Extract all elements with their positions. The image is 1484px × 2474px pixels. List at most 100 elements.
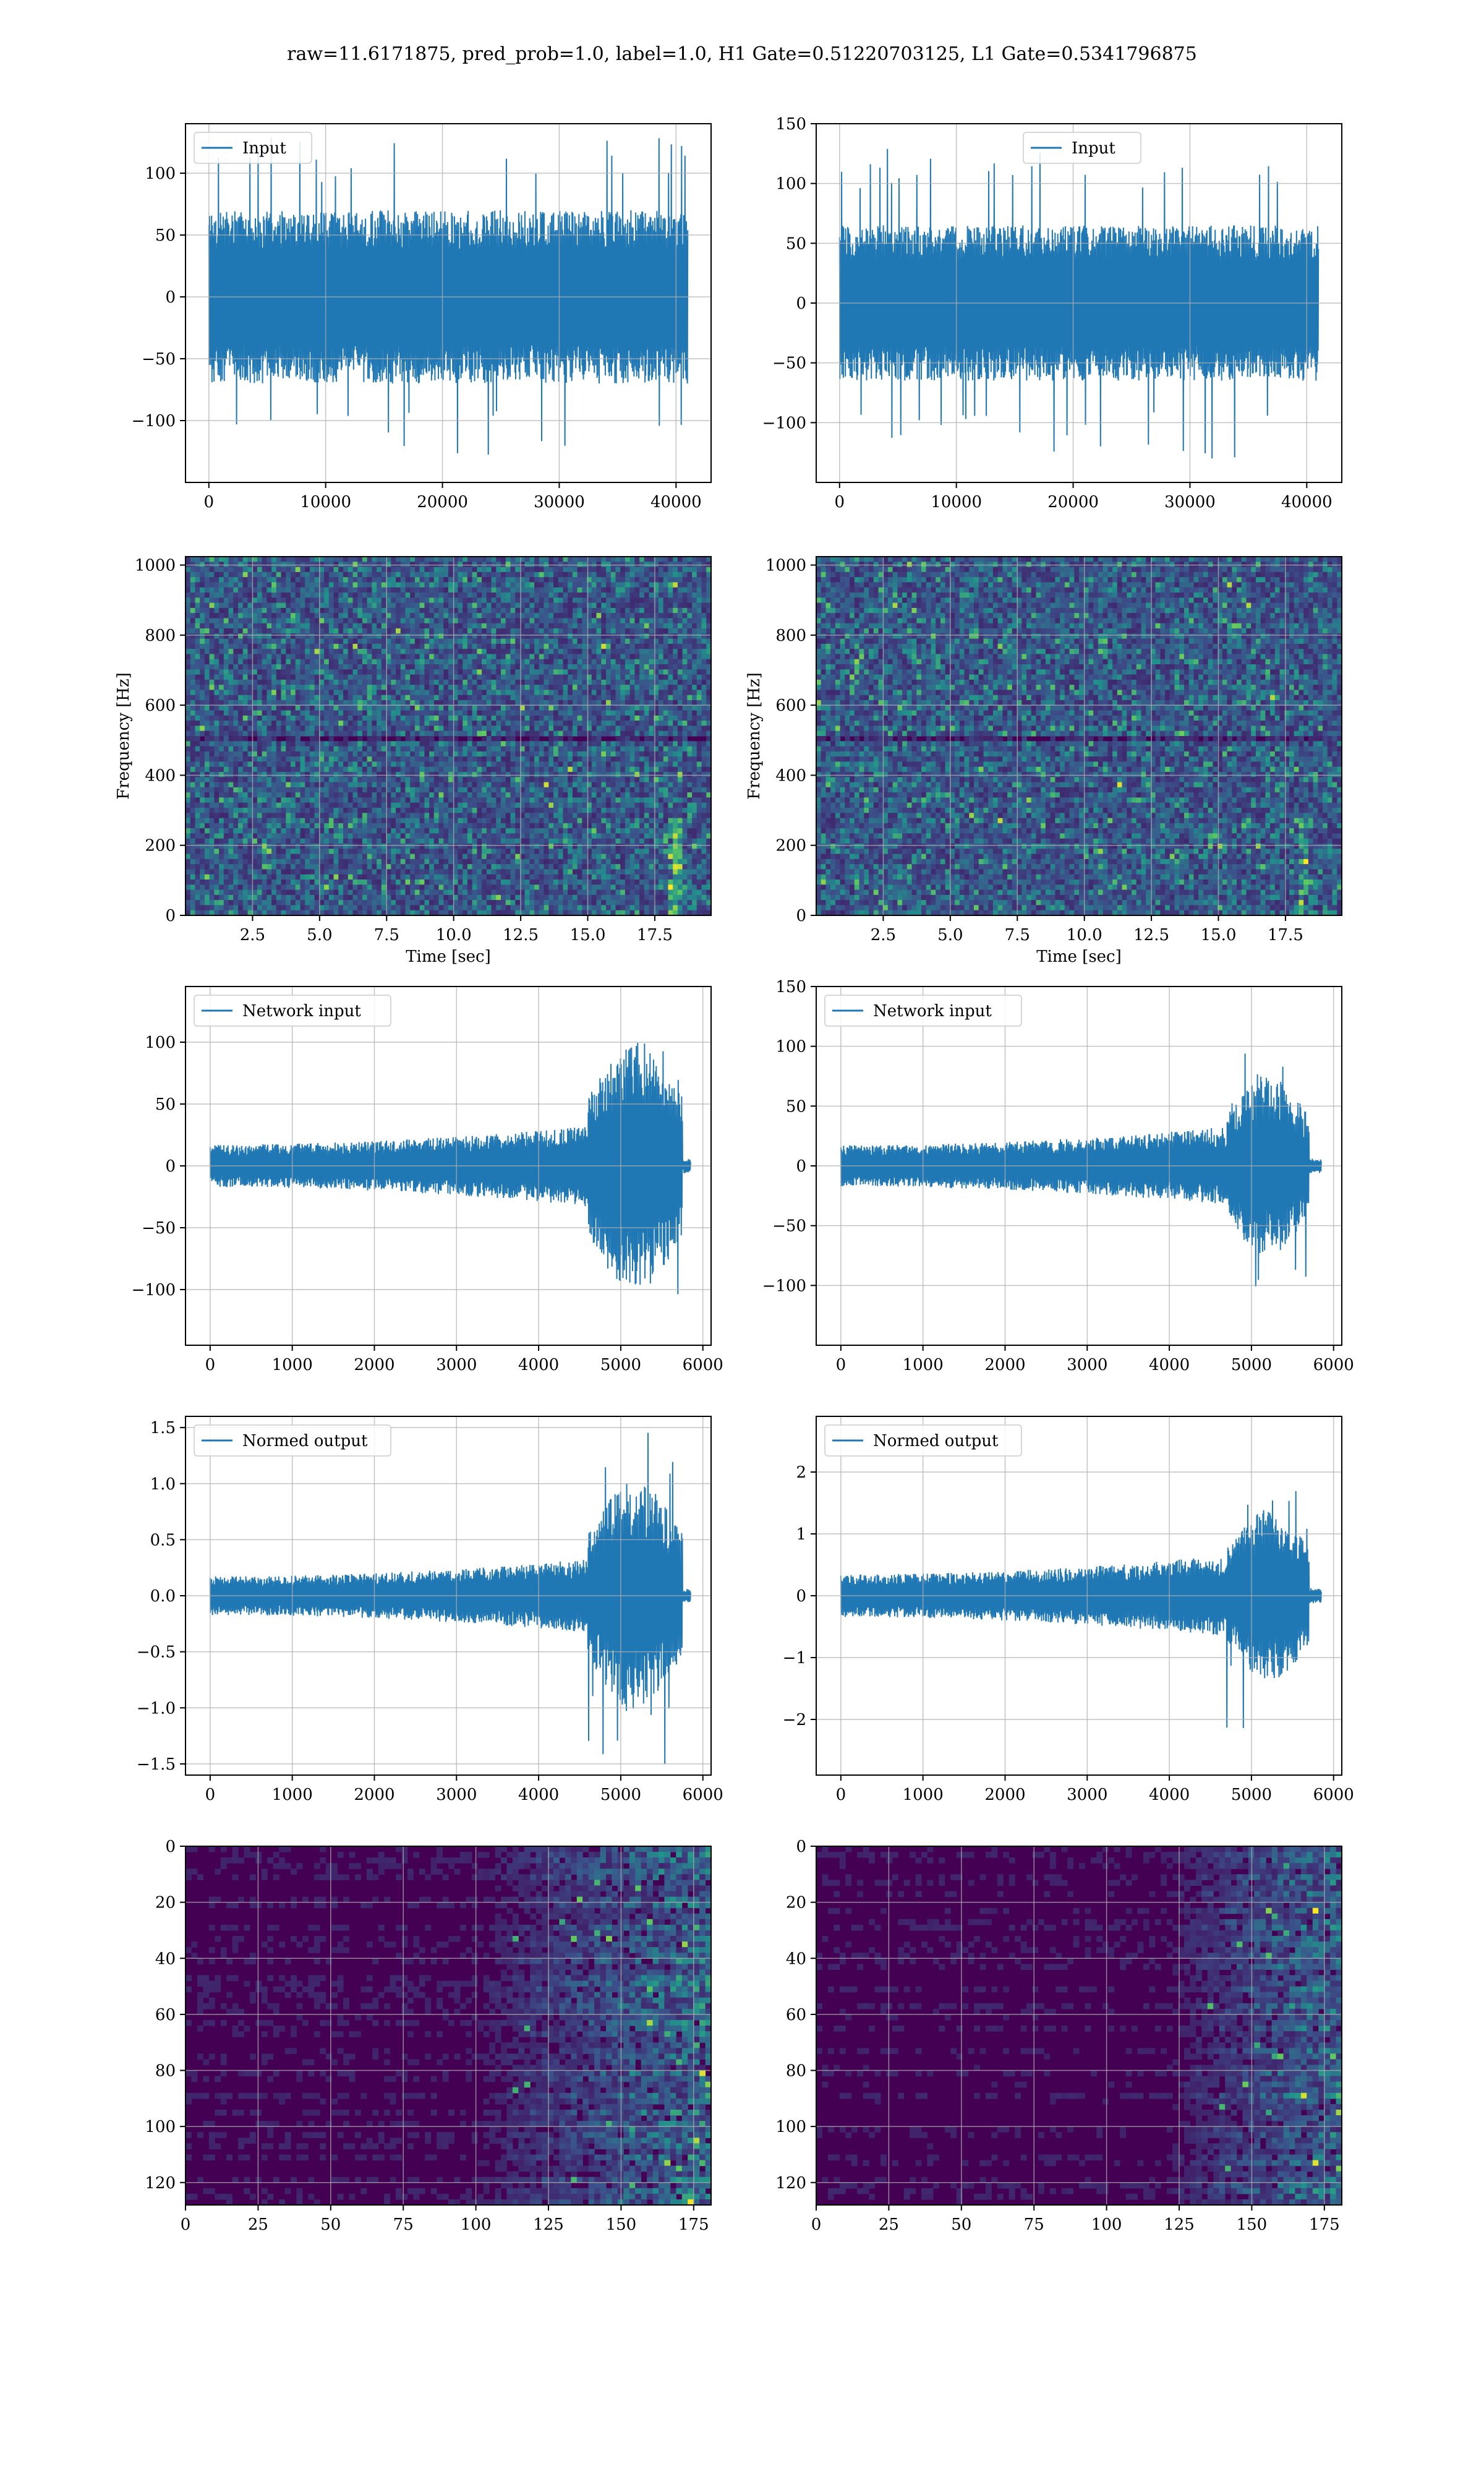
x-tick-label: 2.5 [240,926,265,944]
x-tick-label: 1000 [272,1786,313,1804]
y-tick-label: 60 [155,2006,176,2024]
series-line-normed-output [209,1432,691,1765]
x-tick-label: 4000 [518,1786,559,1804]
y-tick-label: 50 [786,1097,806,1116]
y-tick-label: 0 [796,294,806,313]
chart-l1-network-input: 0 1000 2000 3000 4000 5000 6000 −100 −50 0 50 100 15… [762,978,1354,1374]
x-tick-label: 15.0 [1201,926,1237,944]
y-tick-label: 20 [786,1894,806,1912]
y-tick-label: 0 [165,288,176,307]
y-tick-label: 0 [796,907,806,925]
chart-l1-input: 0 10000 20000 30000 40000 −100 −50 0 50 100 150 Inp… [762,115,1342,511]
legend-label: Input [1072,139,1115,158]
y-tick-label: 1.0 [150,1475,176,1494]
x-tick-label: 17.5 [637,926,673,944]
y-tick-label: 600 [145,696,176,715]
x-tick-label: 5000 [600,1786,641,1804]
x-tick-label: 4000 [518,1356,559,1374]
heatmap-cells [816,557,1342,916]
y-tick-label: 120 [775,2174,806,2193]
y-axis-label: Frequency [Hz] [745,672,764,800]
y-tick-label: 100 [775,2118,806,2136]
y-tick-label: 40 [155,1950,176,1968]
x-tick-label: 2000 [984,1356,1025,1374]
x-tick-label: 12.5 [503,926,539,944]
heatmap-cells [186,1846,712,2206]
x-tick-label: 10000 [931,493,982,511]
y-tick-label: −50 [772,1217,806,1236]
x-tick-label: 3000 [1067,1356,1107,1374]
y-tick-label: −2 [783,1711,806,1729]
x-tick-label: 10000 [300,493,351,511]
axes-frame [185,123,712,483]
legend-label: Network input [242,1002,361,1021]
y-tick-label: 150 [775,115,806,134]
chart-h1-spectrogram: 2.5 5.0 7.5 10.0 12.5 15.0 17.5 0 200 400 600 800 10… [114,556,712,966]
y-tick-label: 2 [796,1463,806,1482]
y-tick-label: 1000 [765,557,806,575]
y-tick-label: 20 [155,1894,176,1912]
figure-title: raw=11.6171875, pred_prob=1.0, label=1.0… [0,43,1484,65]
x-tick-label: 4000 [1149,1786,1190,1804]
x-tick-label: 4000 [1149,1356,1190,1374]
legend-label: Normed output [242,1432,368,1450]
y-axis-label: Frequency [Hz] [114,672,133,800]
y-tick-label: 0 [796,1838,806,1856]
y-tick-label: 80 [786,2062,806,2081]
x-tick-label: 100 [461,2215,492,2234]
x-axis-label: Time [sec] [406,948,491,966]
legend: Network input [824,995,1022,1027]
x-tick-label: 7.5 [1005,926,1030,944]
x-tick-label: 5000 [1231,1786,1272,1804]
chart-l1-feature-map: 0 25 50 75 100 125 150 175 0 20 40 60 80 100 120 [775,1838,1342,2234]
axes-frame [816,1846,1342,2206]
x-tick-label: 1000 [903,1786,944,1804]
x-tick-label: 30000 [1164,493,1216,511]
x-tick-label: 30000 [534,493,585,511]
y-tick-label: −1 [783,1649,806,1667]
x-tick-label: 25 [248,2215,268,2234]
legend: Input [1023,132,1141,164]
x-tick-label: 0 [836,1786,846,1804]
y-tick-label: 100 [775,175,806,194]
series-line-normed-output [840,1491,1322,1728]
y-tick-label: 1.5 [150,1419,176,1437]
chart-h1-normed-output: 0 1000 2000 3000 4000 5000 6000 −1.5 −1.0 −0.5 0.0… [137,1416,723,1804]
x-tick-label: 6000 [683,1356,723,1374]
axes-frame [816,556,1342,916]
legend: Normed output [824,1424,1022,1457]
legend-label: Network input [873,1002,992,1021]
x-tick-label: 100 [1091,2215,1122,2234]
x-tick-label: 6000 [1313,1786,1354,1804]
y-tick-label: 60 [786,2006,806,2024]
x-tick-label: 75 [393,2215,414,2234]
x-tick-label: 17.5 [1268,926,1303,944]
x-tick-label: 50 [320,2215,341,2234]
legend: Network input [194,995,391,1027]
x-tick-label: 175 [678,2215,709,2234]
x-tick-label: 5.0 [307,926,332,944]
x-tick-label: 0 [204,493,215,511]
y-tick-label: 200 [145,837,176,855]
x-tick-label: 0 [836,1356,846,1374]
y-tick-label: 0 [165,907,176,925]
legend: Normed output [194,1424,391,1457]
y-tick-label: 100 [775,1038,806,1056]
series-line-network-input [209,1042,691,1295]
y-tick-label: 800 [145,627,176,645]
y-tick-label: 150 [775,978,806,996]
axes-frame [185,556,712,916]
y-tick-label: −50 [142,1219,176,1238]
y-tick-label: 1 [796,1525,806,1544]
x-tick-label: 2000 [354,1356,394,1374]
x-tick-label: 2000 [984,1786,1025,1804]
y-tick-label: 0 [165,1157,176,1176]
x-tick-label: 75 [1024,2215,1044,2234]
y-tick-label: 50 [155,1095,176,1114]
y-tick-label: 40 [786,1950,806,1968]
x-tick-label: 40000 [1281,493,1333,511]
x-tick-label: 3000 [436,1356,477,1374]
y-tick-label: −100 [762,1277,806,1295]
x-tick-label: 6000 [1313,1356,1354,1374]
y-tick-label: 100 [145,165,176,183]
